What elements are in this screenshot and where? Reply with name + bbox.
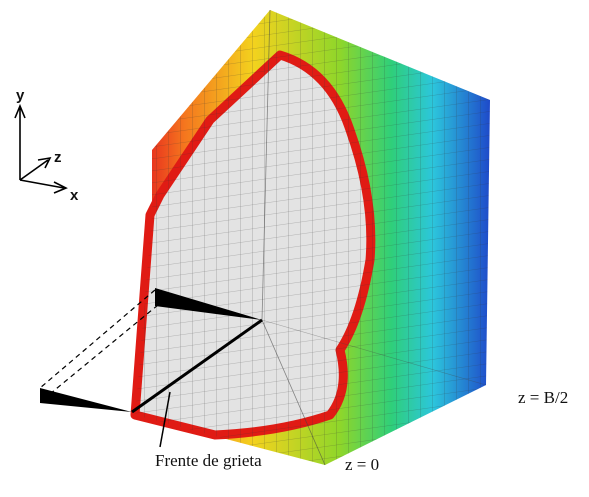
axis-label: x (70, 187, 79, 204)
figure: y z x z = B/2 Frente de grieta z = 0 (0, 0, 589, 497)
axis-label: y (16, 87, 25, 104)
y-arrow (15, 106, 25, 180)
annotation: z = 0 (345, 455, 379, 474)
axis-label: z (54, 149, 62, 166)
x-arrow (20, 180, 66, 193)
crack-wedge (40, 388, 132, 412)
mesh-grid (120, 0, 500, 480)
annotation: Frente de grieta (155, 451, 262, 470)
z-arrow (20, 158, 50, 180)
mesh-block (120, 0, 500, 480)
annotation: z = B/2 (518, 388, 568, 407)
